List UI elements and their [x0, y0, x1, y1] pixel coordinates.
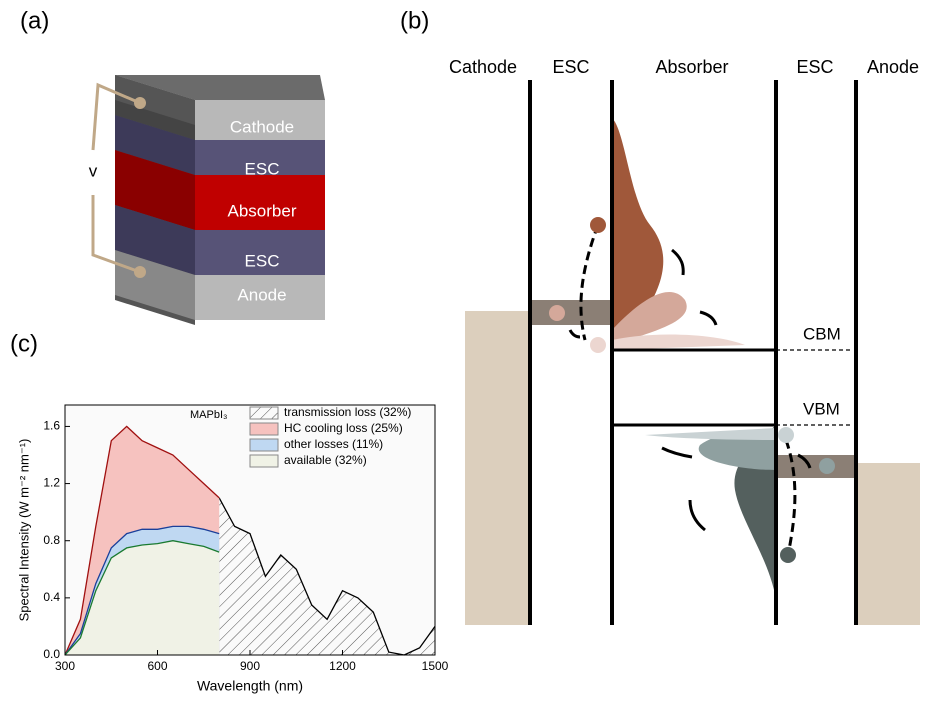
layer-label: Anode — [237, 285, 286, 304]
y-axis-label: Spectral Intensity (W m⁻² nm⁻¹) — [16, 439, 31, 622]
contact — [134, 266, 146, 278]
y-tick-label: 0.4 — [43, 590, 60, 604]
column-header: Anode — [867, 57, 919, 77]
legend-label: HC cooling loss (25%) — [284, 421, 403, 435]
cbm-label: CBM — [803, 324, 841, 343]
panel-label: (a) — [20, 7, 49, 34]
panel-label: (c) — [10, 330, 38, 357]
column-header: ESC — [796, 57, 833, 77]
y-tick-label: 0.0 — [43, 647, 60, 661]
layer-stack — [115, 75, 325, 325]
vbm-label: VBM — [803, 399, 840, 418]
column-header: ESC — [552, 57, 589, 77]
y-tick-label: 1.6 — [43, 419, 60, 433]
x-axis-label: Wavelength (nm) — [197, 678, 303, 694]
column-header: Cathode — [449, 57, 517, 77]
x-tick-label: 600 — [147, 659, 167, 673]
x-tick-label: 1200 — [329, 659, 356, 673]
figure: (a) (b) (c) Cathode ESC Absorber ESC Ano… — [0, 0, 933, 702]
legend-swatch — [250, 423, 278, 435]
band-diagram — [465, 80, 920, 625]
y-tick-label: 1.2 — [43, 476, 60, 490]
legend-label: transmission loss (32%) — [284, 405, 411, 419]
annotation: MAPbI₃ — [190, 409, 228, 421]
x-tick-label: 300 — [55, 659, 75, 673]
legend-swatch — [250, 407, 278, 419]
layer-label: Cathode — [230, 117, 294, 136]
x-tick-label: 1500 — [422, 659, 449, 673]
legend-label: other losses (11%) — [284, 437, 383, 451]
layer-label: ESC — [245, 251, 280, 270]
x-tick-label: 900 — [240, 659, 260, 673]
layer-label: ESC — [245, 159, 280, 178]
legend-label: available (32%) — [284, 453, 367, 467]
panel-label: (b) — [400, 7, 429, 34]
contact — [134, 97, 146, 109]
spectrum-chart: 300 600 900 1200 1500 0.0 0.4 0.8 1.2 1.6 Waveleng… — [16, 405, 448, 694]
legend-swatch — [250, 455, 278, 467]
voltage-label: v — [89, 161, 98, 180]
column-header: Absorber — [655, 57, 728, 77]
layer-label: Absorber — [228, 201, 297, 220]
legend-swatch — [250, 439, 278, 451]
y-tick-label: 0.8 — [43, 533, 60, 547]
